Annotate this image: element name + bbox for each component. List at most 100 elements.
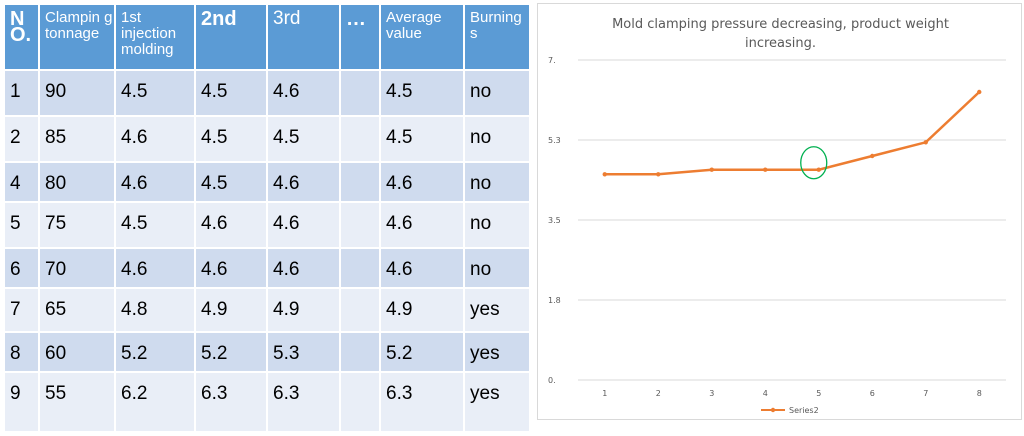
- table-row: 5754.54.64.64.6no: [4, 202, 530, 248]
- cell-third: 4.6: [267, 70, 340, 116]
- cell-ellipsis: [340, 248, 380, 288]
- cell-first: 4.8: [115, 288, 195, 332]
- y-tick-label: 0.: [548, 376, 556, 385]
- cell-burning: no: [464, 162, 530, 202]
- cell-third: 5.3: [267, 332, 340, 372]
- x-tick-label: 5: [816, 389, 821, 398]
- cell-burning: no: [464, 116, 530, 162]
- cell-no: 5: [4, 202, 39, 248]
- cell-tonnage: 55: [39, 372, 115, 432]
- cell-second: 6.3: [195, 372, 267, 432]
- cell-burning: no: [464, 202, 530, 248]
- legend-marker: [771, 408, 775, 412]
- chart-panel: Mold clamping pressure decreasing, produ…: [537, 3, 1022, 420]
- header-2nd: 2nd: [195, 4, 267, 70]
- cell-third: 4.6: [267, 202, 340, 248]
- x-tick-label: 1: [602, 389, 607, 398]
- data-point: [870, 154, 874, 158]
- data-point: [656, 172, 660, 176]
- cell-ellipsis: [340, 202, 380, 248]
- cell-average: 5.2: [380, 332, 464, 372]
- table-row: 4804.64.54.64.6no: [4, 162, 530, 202]
- table-row: 6704.64.64.64.6no: [4, 248, 530, 288]
- cell-third: 4.6: [267, 162, 340, 202]
- cell-no: 4: [4, 162, 39, 202]
- cell-second: 4.6: [195, 248, 267, 288]
- cell-tonnage: 85: [39, 116, 115, 162]
- cell-average: 4.5: [380, 70, 464, 116]
- x-tick-label: 8: [977, 389, 982, 398]
- header-no: N O.: [4, 4, 39, 70]
- y-tick-label: 7.: [548, 56, 556, 65]
- cell-third: 4.9: [267, 288, 340, 332]
- cell-ellipsis: [340, 332, 380, 372]
- header-3rd: 3rd: [267, 4, 340, 70]
- table-row: 9556.26.36.36.3yes: [4, 372, 530, 432]
- x-tick-label: 3: [709, 389, 714, 398]
- data-point: [977, 90, 981, 94]
- cell-third: 6.3: [267, 372, 340, 432]
- cell-tonnage: 75: [39, 202, 115, 248]
- cell-first: 4.6: [115, 116, 195, 162]
- data-point: [603, 172, 607, 176]
- header-average: Average value: [380, 4, 464, 70]
- cell-average: 4.9: [380, 288, 464, 332]
- cell-second: 4.5: [195, 162, 267, 202]
- cell-second: 4.6: [195, 202, 267, 248]
- line-chart: 0. 1.8 3.5 5.3 7. 1 2 3 4 5 6 7 8 Series2: [538, 4, 1021, 419]
- table-row: 2854.64.54.54.5no: [4, 116, 530, 162]
- y-tick-label: 1.8: [548, 296, 561, 305]
- cell-first: 4.6: [115, 162, 195, 202]
- x-tick-label: 6: [870, 389, 875, 398]
- x-tick-label: 2: [656, 389, 661, 398]
- cell-no: 6: [4, 248, 39, 288]
- cell-average: 4.6: [380, 248, 464, 288]
- cell-tonnage: 70: [39, 248, 115, 288]
- cell-second: 4.9: [195, 288, 267, 332]
- cell-second: 4.5: [195, 116, 267, 162]
- series-line: [605, 92, 980, 174]
- data-point: [924, 140, 928, 144]
- y-tick-label: 5.3: [548, 136, 561, 145]
- cell-no: 1: [4, 70, 39, 116]
- cell-burning: yes: [464, 288, 530, 332]
- cell-third: 4.5: [267, 116, 340, 162]
- cell-second: 5.2: [195, 332, 267, 372]
- cell-third: 4.6: [267, 248, 340, 288]
- table-row: 7654.84.94.94.9yes: [4, 288, 530, 332]
- header-ellipsis: …: [340, 4, 380, 70]
- cell-ellipsis: [340, 288, 380, 332]
- cell-first: 4.5: [115, 70, 195, 116]
- cell-first: 4.6: [115, 248, 195, 288]
- cell-ellipsis: [340, 116, 380, 162]
- legend-label: Series2: [789, 406, 819, 415]
- cell-no: 2: [4, 116, 39, 162]
- cell-tonnage: 90: [39, 70, 115, 116]
- data-point: [710, 168, 714, 172]
- x-tick-label: 4: [763, 389, 768, 398]
- cell-average: 4.6: [380, 162, 464, 202]
- cell-no: 8: [4, 332, 39, 372]
- data-table: N O. Clampin g tonnage 1st injection mol…: [3, 3, 531, 433]
- cell-first: 6.2: [115, 372, 195, 432]
- cell-burning: yes: [464, 332, 530, 372]
- cell-average: 4.6: [380, 202, 464, 248]
- table-row: 8605.25.25.35.2yes: [4, 332, 530, 372]
- data-point: [763, 168, 767, 172]
- cell-burning: no: [464, 70, 530, 116]
- cell-average: 4.5: [380, 116, 464, 162]
- annotation-circle: [801, 147, 827, 179]
- header-clamping-tonnage: Clampin g tonnage: [39, 4, 115, 70]
- cell-no: 9: [4, 372, 39, 432]
- cell-ellipsis: [340, 162, 380, 202]
- y-tick-label: 3.5: [548, 216, 561, 225]
- cell-tonnage: 80: [39, 162, 115, 202]
- data-point: [817, 168, 821, 172]
- cell-no: 7: [4, 288, 39, 332]
- header-1st-injection: 1st injection molding: [115, 4, 195, 70]
- cell-second: 4.5: [195, 70, 267, 116]
- x-tick-label: 7: [923, 389, 928, 398]
- cell-burning: yes: [464, 372, 530, 432]
- cell-first: 4.5: [115, 202, 195, 248]
- cell-average: 6.3: [380, 372, 464, 432]
